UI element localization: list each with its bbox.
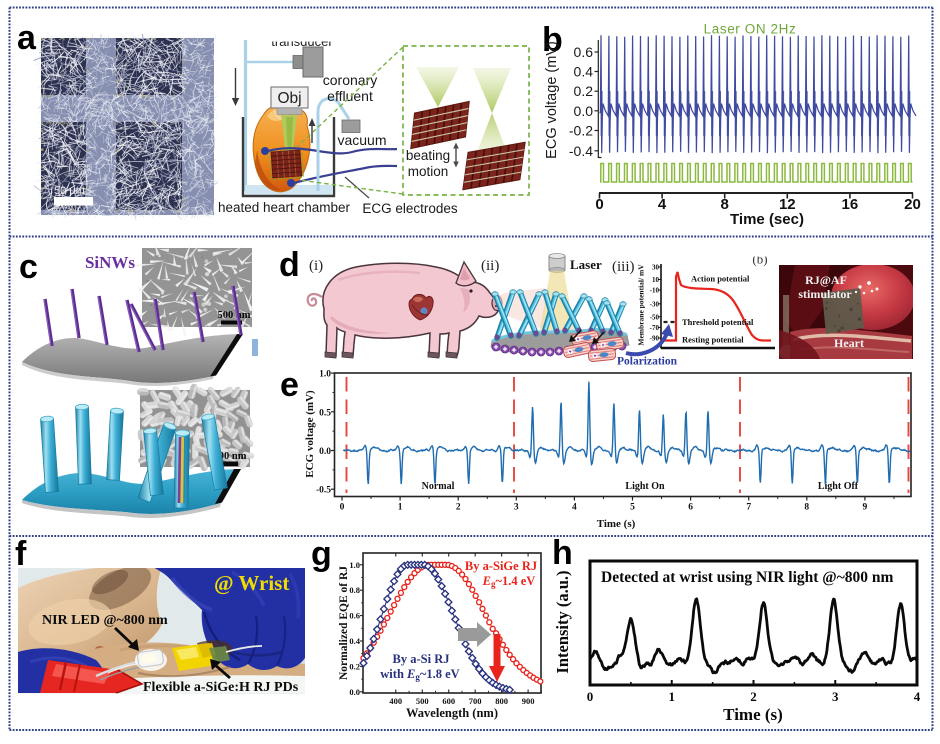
svg-text:0: 0 <box>587 689 594 704</box>
svg-text:1.0: 1.0 <box>319 370 331 380</box>
svg-text:Laser ON 2Hz: Laser ON 2Hz <box>704 22 797 37</box>
svg-text:SiNWs: SiNWs <box>85 253 135 272</box>
svg-text:-30: -30 <box>650 300 660 308</box>
svg-text:9: 9 <box>863 503 868 513</box>
svg-text:g: g <box>311 535 332 573</box>
svg-text:30: 30 <box>652 264 660 272</box>
svg-text:Obj: Obj <box>277 90 301 107</box>
svg-text:By a-Si RJ: By a-Si RJ <box>393 652 450 666</box>
svg-text:-50: -50 <box>650 313 660 321</box>
svg-text:Time (s): Time (s) <box>723 705 783 724</box>
svg-text:4: 4 <box>572 503 577 513</box>
svg-text:Intensity (a.u.): Intensity (a.u.) <box>553 570 572 673</box>
svg-text:c: c <box>19 248 38 286</box>
svg-text:0.6: 0.6 <box>574 44 594 60</box>
svg-text:@ Wrist: @ Wrist <box>214 571 289 595</box>
svg-text:h: h <box>552 534 573 572</box>
svg-text:0.4: 0.4 <box>574 64 594 80</box>
svg-text:Action potential: Action potential <box>691 274 750 284</box>
svg-text:-0.5: -0.5 <box>316 486 331 496</box>
svg-text:4: 4 <box>658 196 667 213</box>
svg-text:0.2: 0.2 <box>574 83 594 99</box>
svg-text:4: 4 <box>914 689 921 704</box>
svg-text:d: d <box>279 246 300 284</box>
svg-text:10: 10 <box>652 276 660 284</box>
svg-text:8: 8 <box>721 196 729 213</box>
svg-text:0.2: 0.2 <box>349 661 360 671</box>
svg-text:0.0: 0.0 <box>574 103 594 119</box>
svg-text:-70: -70 <box>650 324 660 332</box>
svg-text:500 nm: 500 nm <box>218 310 251 321</box>
svg-text:Polarization: Polarization <box>617 356 678 368</box>
svg-text:Flexible a-SiGe:H RJ PDs: Flexible a-SiGe:H RJ PDs <box>143 680 299 695</box>
svg-text:400: 400 <box>389 696 402 706</box>
svg-text:6: 6 <box>688 503 693 513</box>
svg-text:50 μm: 50 μm <box>54 185 85 197</box>
svg-text:ECG electrodes: ECG electrodes <box>362 201 458 216</box>
svg-text:Normalized EQE of RJ: Normalized EQE of RJ <box>338 566 350 680</box>
svg-text:By a-SiGe RJ: By a-SiGe RJ <box>465 559 537 573</box>
svg-text:NIR LED @~800 nm: NIR LED @~800 nm <box>42 613 168 628</box>
svg-text:RJ@AF: RJ@AF <box>805 273 847 287</box>
svg-text:Detected at wrist using NIR li: Detected at wrist using NIR light @~800 … <box>601 569 894 586</box>
svg-text:effluent: effluent <box>327 88 373 104</box>
svg-text:0: 0 <box>595 196 603 213</box>
svg-text:800: 800 <box>495 696 508 706</box>
svg-text:1: 1 <box>398 503 403 513</box>
svg-text:Time (sec): Time (sec) <box>730 211 804 228</box>
svg-text:7: 7 <box>746 503 751 513</box>
svg-text:Heart: Heart <box>834 336 864 350</box>
svg-text:0.0: 0.0 <box>349 687 360 697</box>
svg-text:Threshold potential: Threshold potential <box>682 317 754 327</box>
svg-text:Wavelength (nm): Wavelength (nm) <box>406 706 498 720</box>
svg-text:-0.4: -0.4 <box>569 143 593 159</box>
svg-text:1.0: 1.0 <box>349 560 360 570</box>
svg-text:e: e <box>280 366 299 404</box>
svg-text:beating: beating <box>406 148 450 163</box>
svg-text:(ii): (ii) <box>481 258 499 274</box>
svg-text:f: f <box>15 535 27 573</box>
svg-text:0.4: 0.4 <box>349 636 360 646</box>
svg-text:2: 2 <box>750 689 757 704</box>
svg-text:Membrane potential/ mV: Membrane potential/ mV <box>637 264 646 346</box>
svg-text:0.0: 0.0 <box>319 447 331 457</box>
svg-text:20: 20 <box>904 196 921 213</box>
svg-text:3: 3 <box>832 689 839 704</box>
svg-text:Laser: Laser <box>570 257 602 272</box>
svg-text:16: 16 <box>842 196 859 213</box>
svg-text:stimulator: stimulator <box>798 287 852 301</box>
svg-text:600: 600 <box>442 696 455 706</box>
svg-text:coronary: coronary <box>323 72 377 88</box>
svg-text:with Eg~1.8 eV: with Eg~1.8 eV <box>380 667 459 682</box>
svg-text:1: 1 <box>669 689 676 704</box>
svg-text:a: a <box>17 19 37 57</box>
svg-text:(i): (i) <box>309 258 323 274</box>
svg-text:3: 3 <box>514 503 519 513</box>
svg-text:0.8: 0.8 <box>349 585 360 595</box>
svg-text:0.6: 0.6 <box>349 611 360 621</box>
svg-text:Normal: Normal <box>422 481 455 492</box>
svg-text:900: 900 <box>522 696 535 706</box>
svg-text:ECG voltage (mV): ECG voltage (mV) <box>304 390 316 478</box>
svg-text:Resting potential: Resting potential <box>682 335 744 345</box>
svg-text:Light Off: Light Off <box>818 481 859 492</box>
svg-text:-90: -90 <box>650 335 660 343</box>
svg-text:motion: motion <box>408 164 449 179</box>
svg-text:-0.2: -0.2 <box>569 123 593 139</box>
svg-text:-10: -10 <box>650 287 660 295</box>
svg-text:5: 5 <box>630 503 635 513</box>
svg-text:500: 500 <box>416 696 429 706</box>
svg-text:700: 700 <box>469 696 482 706</box>
svg-text:8: 8 <box>804 503 809 513</box>
svg-text:Time (s): Time (s) <box>597 518 636 530</box>
svg-text:2: 2 <box>456 503 461 513</box>
svg-text:Light On: Light On <box>625 481 665 492</box>
svg-text:0: 0 <box>340 503 345 513</box>
svg-text:heated heart chamber: heated heart chamber <box>218 200 351 215</box>
svg-text:Eg~1.4 eV: Eg~1.4 eV <box>482 574 536 589</box>
svg-text:vacuum: vacuum <box>337 132 386 148</box>
svg-text:(iii): (iii) <box>612 259 635 275</box>
svg-text:0.5: 0.5 <box>319 408 331 418</box>
svg-text:ECG voltage (mV): ECG voltage (mV) <box>544 41 560 159</box>
